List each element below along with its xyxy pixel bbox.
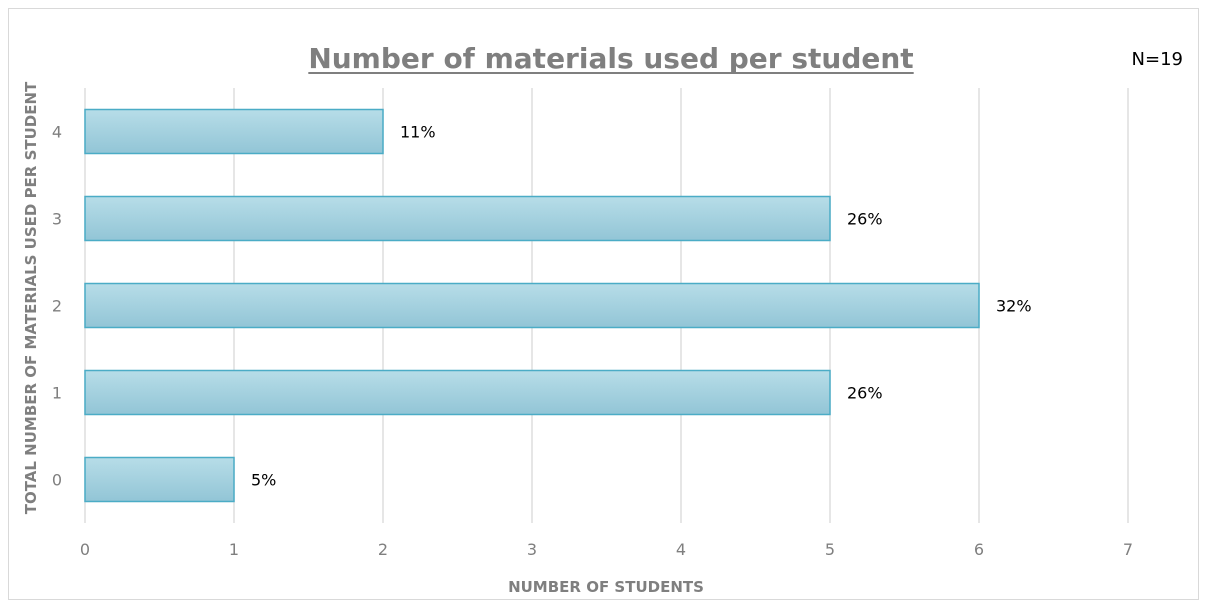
x-tick-label: 6	[974, 540, 984, 559]
bar	[84, 456, 235, 503]
bars	[84, 108, 980, 503]
data-label: 32%	[996, 297, 1032, 316]
data-label: 26%	[847, 384, 883, 403]
x-tick-label: 4	[676, 540, 686, 559]
y-tick-label: 2	[52, 297, 62, 316]
x-tick-label: 3	[527, 540, 537, 559]
chart-title: Number of materials used per student	[308, 42, 913, 75]
x-tick-label: 5	[825, 540, 835, 559]
y-tick-label: 0	[52, 471, 62, 490]
data-label: 5%	[251, 471, 276, 490]
data-labels: 5% 26% 32% 26% 11%	[251, 123, 1032, 490]
bar	[84, 369, 831, 416]
x-axis-ticks: 0 1 2 3 4 5 6 7	[80, 540, 1133, 559]
y-tick-label: 4	[52, 123, 62, 142]
y-axis-title: TOTAL NUMBER OF MATERIALS USED PER STUDE…	[22, 81, 40, 514]
bar	[84, 195, 831, 242]
x-tick-label: 1	[229, 540, 239, 559]
data-label: 26%	[847, 210, 883, 229]
y-tick-label: 3	[52, 210, 62, 229]
bar	[84, 282, 980, 329]
data-label: 11%	[400, 123, 436, 142]
x-axis-title: NUMBER OF STUDENTS	[508, 578, 704, 596]
y-axis-ticks: 0 1 2 3 4	[52, 123, 62, 490]
x-tick-label: 0	[80, 540, 90, 559]
sample-size-note: N=19	[1132, 49, 1183, 70]
y-tick-label: 1	[52, 384, 62, 403]
x-tick-label: 2	[378, 540, 388, 559]
bar	[84, 108, 384, 155]
x-tick-label: 7	[1123, 540, 1133, 559]
